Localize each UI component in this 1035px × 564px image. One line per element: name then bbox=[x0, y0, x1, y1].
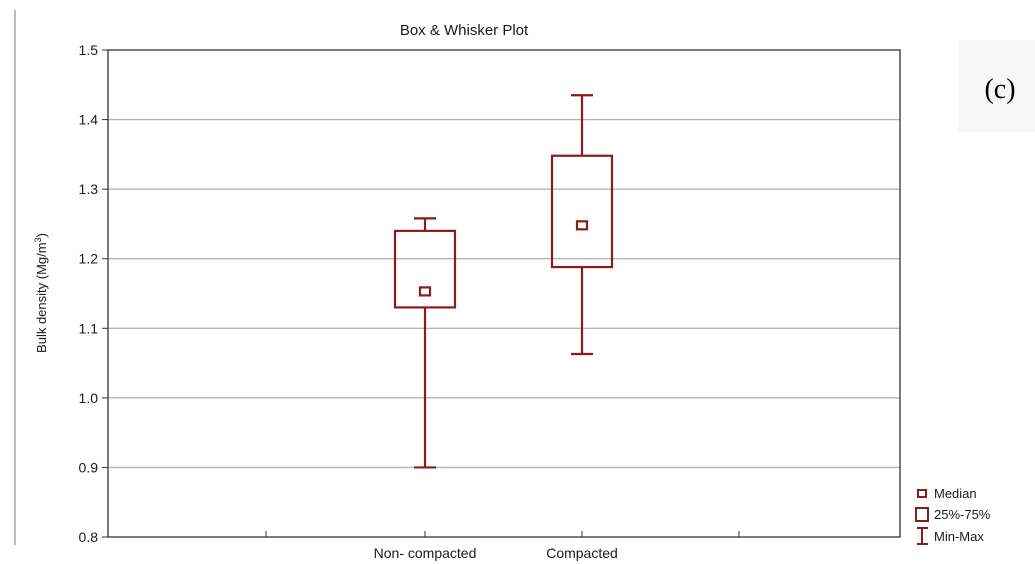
box-plot-1 bbox=[393, 217, 457, 469]
box-plots bbox=[393, 94, 614, 469]
legend-box-label: 25%-75% bbox=[934, 507, 991, 522]
x-axis-ticks: Non- compacted Compacted bbox=[265, 531, 740, 561]
legend-minmax-icon bbox=[917, 527, 928, 545]
panel-label: (c) bbox=[984, 74, 1015, 105]
y-tick-label: 1.0 bbox=[79, 390, 99, 406]
y-axis-ticks: 0.8 0.9 1.0 1.1 1.2 1.3 1.4 1.5 bbox=[79, 42, 108, 545]
y-tick-label: 1.5 bbox=[79, 42, 99, 58]
y-tick-label: 0.8 bbox=[79, 529, 99, 545]
y-tick-label: 1.3 bbox=[79, 181, 99, 197]
iqr-box bbox=[393, 229, 457, 309]
legend-minmax-label: Min-Max bbox=[934, 529, 984, 544]
plot-frame bbox=[107, 49, 901, 538]
legend-box-icon bbox=[915, 507, 929, 522]
legend: Median 25%-75% Min-Max bbox=[915, 486, 991, 545]
median-marker bbox=[418, 286, 432, 297]
x-tick-label: Non- compacted bbox=[374, 545, 477, 561]
y-tick-label: 1.4 bbox=[79, 112, 99, 128]
x-tick-label: Compacted bbox=[546, 545, 618, 561]
panel-label-background bbox=[958, 40, 1035, 132]
y-axis-label-close: ) bbox=[34, 233, 49, 237]
iqr-box bbox=[550, 154, 614, 269]
chart-title: Box & Whisker Plot bbox=[400, 22, 529, 39]
y-tick-label: 1.2 bbox=[79, 251, 99, 267]
y-tick-label: 0.9 bbox=[79, 459, 99, 475]
grid-lines bbox=[108, 118, 900, 469]
box-plot-2 bbox=[550, 94, 614, 356]
y-tick-label: 1.1 bbox=[79, 320, 99, 336]
legend-median-icon bbox=[917, 489, 927, 498]
y-axis-label-superscript: 3 bbox=[33, 237, 43, 242]
y-axis-label: Bulk density (Mg/m3) bbox=[33, 233, 49, 353]
legend-median-label: Median bbox=[934, 486, 977, 501]
median-marker bbox=[575, 220, 589, 231]
